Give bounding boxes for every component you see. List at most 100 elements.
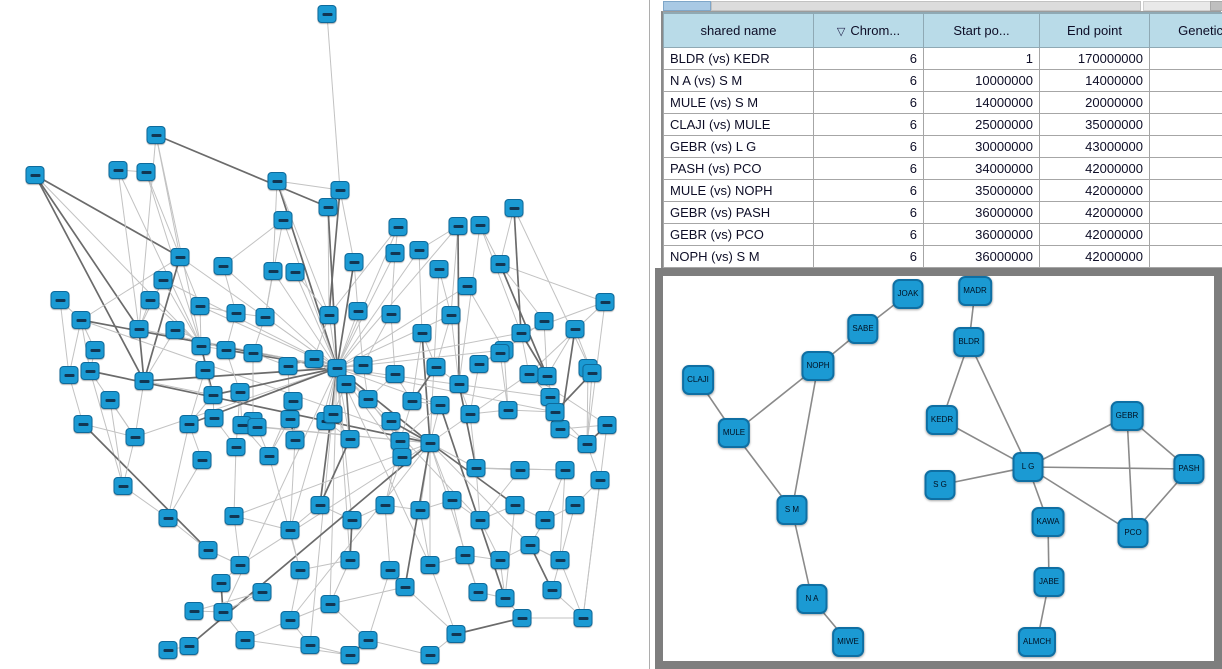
- overview-network-node[interactable]: [498, 401, 518, 419]
- overview-network-node[interactable]: [71, 311, 91, 329]
- overview-network-node[interactable]: [381, 305, 401, 323]
- overview-network-node[interactable]: [191, 337, 211, 355]
- overview-network-node[interactable]: [342, 511, 362, 529]
- overview-network-node[interactable]: [136, 163, 156, 181]
- network-edge[interactable]: [1027, 466, 1134, 534]
- overview-network-node[interactable]: [198, 541, 218, 559]
- overview-network-node[interactable]: [323, 405, 343, 423]
- overview-network-node[interactable]: [402, 392, 422, 410]
- overview-network-node[interactable]: [344, 253, 364, 271]
- scrollbar-thumb[interactable]: [663, 1, 711, 11]
- column-header-0[interactable]: shared name: [663, 12, 814, 48]
- overview-network-node[interactable]: [590, 471, 610, 489]
- overview-network-node[interactable]: [448, 217, 468, 235]
- overview-network-node[interactable]: [179, 637, 199, 655]
- network-edge[interactable]: [791, 365, 819, 511]
- overview-network-node[interactable]: [50, 291, 70, 309]
- overview-network-node[interactable]: [213, 257, 233, 275]
- network-node-madr[interactable]: MADR: [958, 276, 992, 306]
- column-header-3[interactable]: End point: [1039, 12, 1150, 48]
- overview-network-node[interactable]: [25, 166, 45, 184]
- network-node-s-m[interactable]: S M: [776, 495, 808, 525]
- overview-network-node[interactable]: [340, 551, 360, 569]
- overview-network-node[interactable]: [278, 357, 298, 375]
- overview-network-node[interactable]: [380, 561, 400, 579]
- overview-network-node[interactable]: [412, 324, 432, 342]
- network-node-almch[interactable]: ALMCH: [1017, 627, 1057, 657]
- overview-network-node[interactable]: [353, 356, 373, 374]
- network-node-mule[interactable]: MULE: [717, 418, 751, 448]
- network-node-s-g[interactable]: S G: [924, 470, 956, 500]
- table-row[interactable]: NOPH (vs) S M636000000420000009.9: [663, 245, 1222, 268]
- overview-network-node[interactable]: [582, 364, 602, 382]
- overview-network-node[interactable]: [283, 392, 303, 410]
- network-node-n-a[interactable]: N A: [796, 584, 828, 614]
- overview-network-node[interactable]: [469, 355, 489, 373]
- overview-network-node[interactable]: [595, 293, 615, 311]
- overview-network-node[interactable]: [158, 509, 178, 527]
- overview-network-node[interactable]: [129, 320, 149, 338]
- scrollbar-track[interactable]: [711, 1, 1141, 11]
- overview-network-node[interactable]: [468, 583, 488, 601]
- overview-network-node[interactable]: [534, 312, 554, 330]
- overview-network-node[interactable]: [230, 556, 250, 574]
- overview-network-node[interactable]: [542, 581, 562, 599]
- overview-network-node[interactable]: [550, 420, 570, 438]
- overview-network-node[interactable]: [535, 511, 555, 529]
- overview-network-node[interactable]: [577, 435, 597, 453]
- table-row[interactable]: GEBR (vs) L G6300000004300000016.9: [663, 135, 1222, 158]
- overview-network-node[interactable]: [226, 304, 246, 322]
- overview-network-node[interactable]: [426, 358, 446, 376]
- overview-network-node[interactable]: [204, 409, 224, 427]
- overview-network-node[interactable]: [190, 297, 210, 315]
- overview-network-node[interactable]: [395, 578, 415, 596]
- overview-network-node[interactable]: [597, 416, 617, 434]
- overview-network-node[interactable]: [80, 362, 100, 380]
- network-node-gebr[interactable]: GEBR: [1110, 401, 1144, 431]
- overview-network-node[interactable]: [457, 277, 477, 295]
- overview-network-node[interactable]: [381, 412, 401, 430]
- overview-network-node[interactable]: [420, 646, 440, 664]
- overview-network-node[interactable]: [420, 434, 440, 452]
- network-node-claji[interactable]: CLAJI: [682, 365, 714, 395]
- overview-network-node[interactable]: [211, 574, 231, 592]
- table-row[interactable]: BLDR (vs) KEDR61170000000192.0: [663, 47, 1222, 70]
- filter-icon[interactable]: ▽: [836, 26, 846, 38]
- overview-network-node[interactable]: [165, 321, 185, 339]
- overview-network-node[interactable]: [442, 491, 462, 509]
- overview-network-panel[interactable]: [0, 0, 648, 669]
- table-row[interactable]: GEBR (vs) PCO636000000420000008.4: [663, 223, 1222, 246]
- overview-network-node[interactable]: [537, 367, 557, 385]
- overview-network-node[interactable]: [519, 365, 539, 383]
- network-node-sabe[interactable]: SABE: [847, 314, 879, 344]
- network-node-jabe[interactable]: JABE: [1033, 567, 1065, 597]
- table-row[interactable]: MULE (vs) NOPH6350000004200000010.5: [663, 179, 1222, 202]
- network-node-pco[interactable]: PCO: [1117, 518, 1149, 548]
- overview-network-node[interactable]: [470, 216, 490, 234]
- overview-network-node[interactable]: [280, 410, 300, 428]
- overview-network-node[interactable]: [85, 341, 105, 359]
- column-header-1[interactable]: ▽ Chrom...: [813, 12, 924, 48]
- overview-network-node[interactable]: [318, 198, 338, 216]
- overview-network-node[interactable]: [385, 244, 405, 262]
- overview-network-node[interactable]: [511, 324, 531, 342]
- overview-network-node[interactable]: [504, 199, 524, 217]
- scrollbar-track-segment[interactable]: [1143, 1, 1222, 11]
- network-edge[interactable]: [968, 341, 1029, 468]
- overview-network-node[interactable]: [512, 609, 532, 627]
- overview-network-node[interactable]: [259, 447, 279, 465]
- overview-network-node[interactable]: [310, 496, 330, 514]
- overview-network-node[interactable]: [300, 636, 320, 654]
- overview-network-node[interactable]: [410, 501, 430, 519]
- overview-network-node[interactable]: [113, 477, 133, 495]
- overview-network-node[interactable]: [179, 415, 199, 433]
- overview-network-node[interactable]: [420, 556, 440, 574]
- overview-network-node[interactable]: [330, 181, 350, 199]
- overview-network-node[interactable]: [125, 428, 145, 446]
- overview-network-node[interactable]: [550, 551, 570, 569]
- overview-network-node[interactable]: [184, 602, 204, 620]
- overview-network-node[interactable]: [573, 609, 593, 627]
- overview-network-node[interactable]: [134, 372, 154, 390]
- overview-network-node[interactable]: [455, 546, 475, 564]
- network-node-miwe[interactable]: MIWE: [832, 627, 864, 657]
